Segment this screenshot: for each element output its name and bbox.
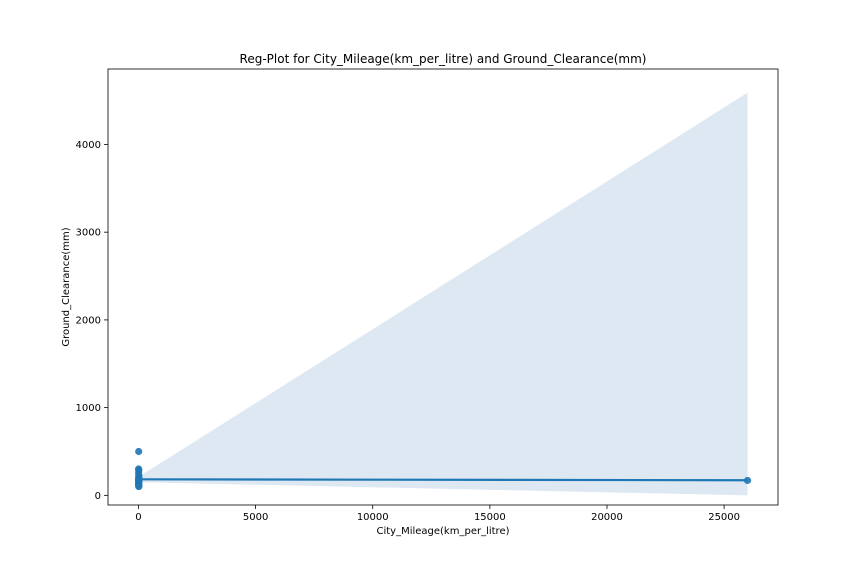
x-tick-label: 5000 xyxy=(243,512,268,523)
y-tick-label: 4000 xyxy=(76,140,101,151)
axis-ticks: 0 5000 10000 15000 20000 25000 0 1000 2000 3000 40… xyxy=(76,140,740,523)
x-tick-label: 15000 xyxy=(474,512,506,523)
x-tick-label: 10000 xyxy=(357,512,389,523)
data-point xyxy=(135,447,143,456)
y-tick-label: 2000 xyxy=(76,315,101,326)
plot-area xyxy=(134,92,752,496)
y-tick-label: 1000 xyxy=(76,403,101,414)
data-point xyxy=(743,476,752,485)
x-tick-label: 0 xyxy=(135,512,141,523)
y-tick-label: 0 xyxy=(95,491,101,502)
chart-title: Reg-Plot for City_Mileage(km_per_litre) … xyxy=(240,52,647,66)
y-tick-label: 3000 xyxy=(76,228,101,239)
regression-line xyxy=(138,478,748,482)
data-point xyxy=(135,482,143,491)
x-tick-label: 25000 xyxy=(708,512,740,523)
axes-frame xyxy=(107,68,779,506)
y-axis-label: Ground_Clearance(mm) xyxy=(61,227,72,346)
x-axis-label: City_Mileage(km_per_litre) xyxy=(376,526,509,537)
confidence-band xyxy=(138,92,748,496)
x-tick-label: 20000 xyxy=(591,512,623,523)
